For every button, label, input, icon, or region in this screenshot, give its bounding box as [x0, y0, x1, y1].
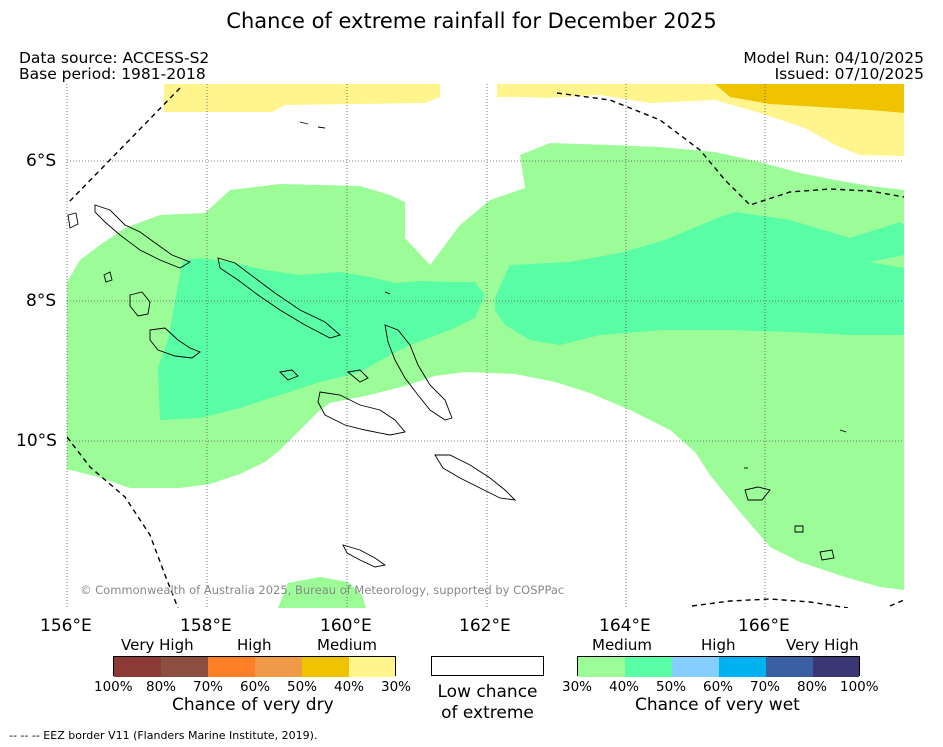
island-guadalcanal: [317, 391, 406, 436]
dry-medium-region-west: [164, 84, 440, 112]
wet-category-medium: Medium: [592, 636, 652, 654]
wet-tick-50: 50%: [656, 679, 687, 695]
wet-swatch-80-100: [813, 657, 859, 677]
wet-tick-40: 40%: [609, 679, 640, 695]
dry-tick-30: 30%: [381, 679, 412, 695]
dry-swatch-70-60: [208, 657, 255, 677]
dry-high-region: [715, 84, 904, 113]
lon-label-160e: 160°E: [320, 616, 372, 636]
copyright-notice: © Commonwealth of Australia 2025, Bureau…: [80, 583, 565, 597]
wet-40-region-west: [158, 258, 485, 420]
wet-colorbar: [577, 656, 860, 677]
wet-swatch-30-40: [578, 657, 625, 677]
wet-tick-70: 70%: [750, 679, 781, 695]
dry-tick-50: 50%: [287, 679, 318, 695]
wet-swatch-70-80: [766, 657, 813, 677]
wet-swatch-40-50: [625, 657, 672, 677]
dry-tick-70: 70%: [193, 679, 224, 695]
island-temotu-1: [744, 486, 771, 501]
eez-border-south: [67, 436, 179, 608]
dry-tick-60: 60%: [240, 679, 271, 695]
meta-left: Data source: ACCESS-S2 Base period: 1981…: [19, 50, 209, 82]
eez-border-north: [556, 92, 904, 206]
lat-label-8s: 8°S: [26, 291, 57, 311]
wet-tick-60: 60%: [703, 679, 734, 695]
dry-tick-80: 80%: [146, 679, 177, 695]
eez-footnote: -- -- -- EEZ border V11 (Flanders Marine…: [9, 729, 318, 742]
dry-category-very-high: Very High: [121, 636, 194, 654]
island-small-4: [384, 291, 391, 295]
dry-swatch-50-40: [302, 657, 349, 677]
eez-borders: [67, 87, 904, 608]
wet-category-very-high: Very High: [786, 636, 859, 654]
island-small-3: [317, 126, 326, 129]
low-chance-line2: of extreme: [441, 703, 534, 723]
dry-legend-caption: Chance of very dry: [172, 695, 334, 715]
wet-swatch-60-70: [719, 657, 766, 677]
island-rennell: [342, 544, 387, 568]
island-new-georgia: [149, 327, 201, 359]
issued-date: Issued: 07/10/2025: [774, 65, 924, 83]
lat-label-6s: 6°S: [26, 151, 57, 171]
wet-medium-region-south: [278, 577, 366, 608]
lat-label-10s: 10°S: [16, 431, 57, 451]
dry-category-medium: Medium: [317, 636, 377, 654]
island-bougainville-tip: [129, 291, 151, 317]
dry-category-high: High: [237, 636, 272, 654]
model-run: Model Run: 04/10/2025: [743, 49, 924, 67]
data-source: Data source: ACCESS-S2: [19, 49, 210, 67]
meta-right: Model Run: 04/10/2025 Issued: 07/10/2025: [743, 50, 924, 82]
island-russell: [279, 369, 299, 381]
low-chance-line1: Low chance: [437, 682, 538, 702]
dry-colorbar: [113, 656, 396, 677]
island-malaita: [384, 324, 453, 421]
island-temotu-3: [819, 549, 835, 561]
island-santa-isabel: [217, 257, 341, 339]
low-chance-label: Low chance of extreme: [431, 682, 544, 724]
wet-legend-caption: Chance of very wet: [635, 695, 800, 715]
low-chance-swatch: [431, 656, 544, 676]
island-choiseul: [94, 204, 192, 269]
dry-swatch-60-50: [255, 657, 302, 677]
chart-title: Chance of extreme rainfall for December …: [226, 9, 717, 33]
island-temotu-2: [794, 525, 804, 533]
eez-border-far-east: [889, 599, 904, 607]
wet-40-region-east: [495, 212, 904, 345]
island-small-2: [299, 121, 309, 125]
island-florida: [346, 369, 369, 383]
graticule: [66, 84, 904, 608]
island-small-1: [103, 271, 113, 283]
base-period: Base period: 1981-2018: [19, 65, 206, 83]
dry-tick-40: 40%: [334, 679, 365, 695]
dry-swatch-40-30: [349, 657, 395, 677]
wet-tick-30: 30%: [562, 679, 593, 695]
dry-swatch-100-80: [114, 657, 161, 677]
lon-label-164e: 164°E: [599, 616, 651, 636]
wet-tick-80: 80%: [797, 679, 828, 695]
eez-border-west: [67, 87, 181, 204]
lon-label-156e: 156°E: [40, 616, 92, 636]
dry-swatch-80-70: [161, 657, 208, 677]
wet-category-high: High: [701, 636, 736, 654]
wet-swatch-50-60: [672, 657, 719, 677]
eez-border-south-east: [691, 598, 849, 608]
dry-tick-100: 100%: [94, 679, 133, 695]
lon-label-162e: 162°E: [459, 616, 511, 636]
coastlines: [67, 121, 847, 568]
island-shortland: [67, 212, 79, 229]
wet-tick-100: 100%: [840, 679, 879, 695]
lon-label-158e: 158°E: [180, 616, 232, 636]
island-small-6: [839, 429, 847, 433]
island-makira: [434, 454, 517, 501]
lon-label-166e: 166°E: [738, 616, 790, 636]
